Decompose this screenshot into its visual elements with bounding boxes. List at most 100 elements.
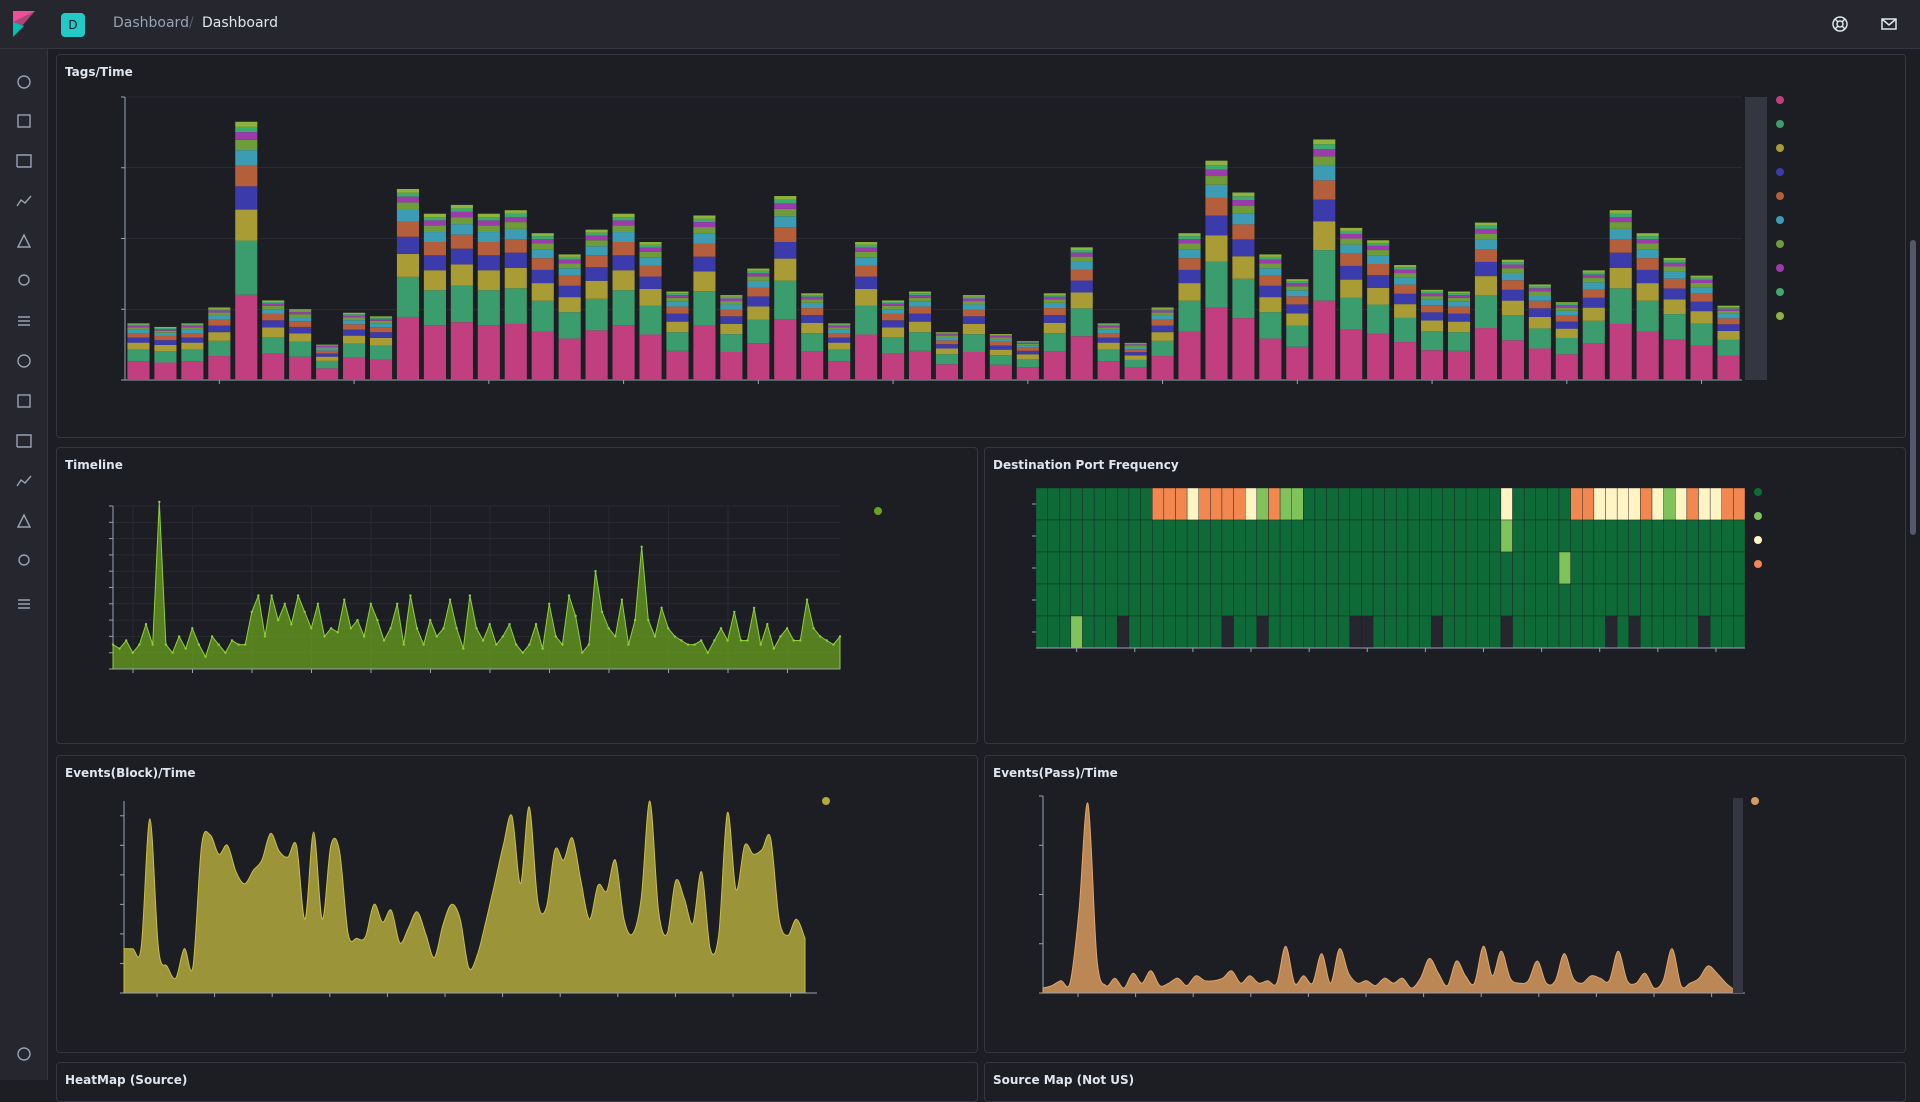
data-point [561, 643, 564, 646]
gear-icon[interactable] [14, 594, 34, 614]
heatmap-cell [1709, 519, 1722, 553]
heatmap-cell [1570, 583, 1583, 617]
bar-segment-firewall [1043, 333, 1066, 352]
bar-segment-lan [612, 255, 635, 271]
timeline-chart [109, 500, 882, 673]
heatmap-cell [1268, 551, 1281, 585]
bar-segment-wan [1528, 291, 1551, 295]
heatmap-cell [1384, 487, 1397, 521]
bar-segment-span [127, 324, 150, 326]
bar-segment-linklocal [828, 325, 851, 328]
heatmap-cell [1198, 615, 1211, 649]
bar-segment-wan [1394, 273, 1417, 278]
bar-segment-vpn [1340, 244, 1363, 254]
bar-segment-lan [962, 316, 985, 324]
heatmap-cell [1372, 583, 1385, 617]
bar-segment-vpn [1528, 294, 1551, 301]
legend-swatch [1754, 512, 1762, 520]
bar-stack [1016, 341, 1039, 380]
bar-segment-unbound [1259, 275, 1282, 286]
ml-icon[interactable] [14, 311, 34, 331]
bar-stack [1124, 342, 1147, 380]
canvas-icon[interactable] [14, 231, 34, 251]
heatmap-cell [1152, 487, 1165, 521]
bar-segment-firewall [1394, 317, 1417, 343]
legend-scroll-strip [1745, 97, 1767, 380]
bar-chart-icon[interactable] [14, 151, 34, 171]
breadcrumb-dashboards[interactable]: Dashboard [113, 15, 189, 31]
data-point [144, 623, 148, 626]
infrastructure-icon[interactable] [14, 351, 34, 371]
bar-segment-wan [1717, 310, 1740, 314]
dashboard-icon[interactable] [14, 191, 34, 211]
bar-segment-linklocal [801, 296, 824, 300]
data-point [667, 627, 670, 630]
bar-segment-firewall [504, 288, 527, 324]
logs-icon[interactable] [14, 391, 34, 411]
bar-segment-lan [531, 269, 554, 284]
bar-segment-firewall [316, 360, 339, 369]
mail-icon[interactable] [1877, 12, 1901, 36]
compass-icon[interactable] [14, 111, 34, 131]
heatmap-cell [1593, 583, 1606, 617]
bar-segment-pf [154, 362, 177, 380]
page-scrollbar[interactable] [1910, 240, 1916, 535]
data-point [131, 651, 134, 654]
clock-icon[interactable] [14, 72, 34, 92]
bar-segment-geoip [801, 322, 824, 334]
heatmap-cell [1396, 615, 1409, 649]
heatmap-cell [1419, 583, 1432, 617]
heatmap-cell [1070, 519, 1083, 553]
bar-segment-geoiplookupfailure [801, 293, 824, 296]
data-point [766, 623, 769, 626]
bar-segment-geoip [343, 335, 366, 344]
legend-scroll-strip [1733, 798, 1743, 993]
bar-segment-geoip [1690, 311, 1713, 324]
monitoring-icon[interactable] [14, 551, 34, 571]
bar-segment-wan [882, 305, 905, 310]
bar-stack [450, 204, 473, 380]
bar-segment-geoiplookupfailure [343, 312, 366, 315]
heatmap-cell [1454, 615, 1467, 649]
heatmap-cell [1186, 487, 1199, 521]
bar-stack [1609, 210, 1632, 380]
bar-segment-geoiplookupfailure [289, 309, 312, 311]
bar-segment-vpn [396, 209, 420, 222]
heatmap-cell [1477, 551, 1490, 585]
bar-stack [369, 316, 393, 380]
data-point [693, 643, 696, 646]
bar-segment-lan [477, 255, 500, 271]
help-icon[interactable] [1828, 12, 1852, 36]
bar-segment-geoip [154, 344, 177, 352]
heatmap-cell [1500, 519, 1513, 553]
heatmap-cell [1314, 487, 1327, 521]
apm-icon[interactable] [14, 431, 34, 451]
bar-segment-geoip [1205, 235, 1228, 262]
dev-tools-icon[interactable] [14, 511, 34, 531]
security-icon[interactable] [14, 471, 34, 491]
heatmap-cell [1651, 551, 1664, 585]
heatmap-cell [1477, 583, 1490, 617]
kibana-logo[interactable] [11, 10, 37, 38]
data-point [442, 627, 445, 630]
bar-segment-vpn [504, 228, 527, 240]
bar-segment-lan [1717, 324, 1740, 331]
heatmap-cell [1245, 615, 1258, 649]
bar-segment-vpn [1717, 313, 1740, 319]
data-point [614, 635, 617, 638]
bar-segment-pf [747, 343, 770, 380]
space-avatar[interactable]: D [61, 13, 85, 37]
heatmap-cell [1663, 519, 1676, 553]
heatmap-cell [1675, 519, 1688, 553]
bar-segment-geoiplookupfailure [1421, 289, 1444, 292]
bar-segment-unbound [1043, 308, 1066, 315]
bar-segment-wan [1636, 243, 1659, 250]
events-block-chart [120, 797, 830, 997]
data-point [501, 635, 505, 638]
bar-stack [693, 215, 716, 380]
heatmap-cell [1245, 551, 1258, 585]
collapse-icon[interactable] [14, 1044, 34, 1064]
bar-segment-unbound [477, 242, 500, 256]
maps-icon[interactable] [14, 271, 34, 291]
data-point [448, 598, 452, 601]
